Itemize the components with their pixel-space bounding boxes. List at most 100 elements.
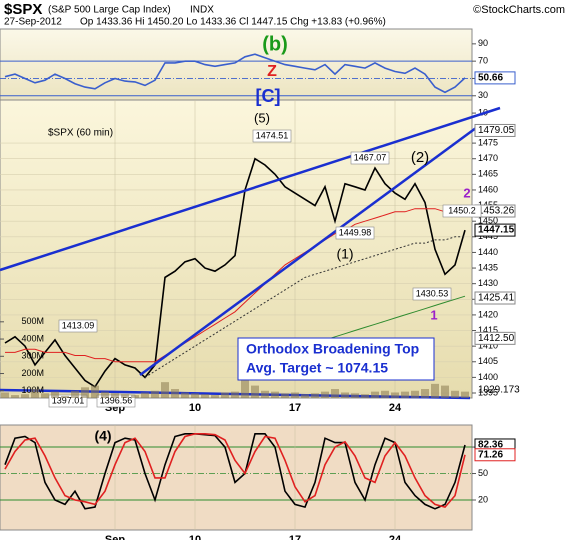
- annotation: 1397.01: [52, 395, 85, 405]
- value-tag: [474, 71, 516, 85]
- series-line: [4, 157, 466, 388]
- volume-bar: [371, 391, 379, 398]
- volume-bar: [401, 391, 409, 398]
- date: 27-Sep-2012: [4, 17, 62, 28]
- x-tick-label: Sep: [105, 534, 125, 540]
- price-tag: [474, 123, 516, 137]
- volume-tick-label: 500M: [21, 316, 44, 326]
- volume-bar: [381, 390, 389, 398]
- volume-bar: [261, 390, 269, 398]
- volume-bar: [21, 394, 29, 398]
- volume-bar: [221, 392, 229, 398]
- quote: Op 1433.36 Hi 1450.20 Lo 1433.36 Cl 1447…: [80, 17, 386, 28]
- y-tick-label: 20: [478, 494, 488, 504]
- volume-bar: [361, 394, 369, 398]
- annotation: 1449.98: [339, 227, 372, 237]
- y-tick-label: 1400: [478, 372, 498, 382]
- volume-bar: [81, 387, 89, 398]
- volume-bar: [61, 395, 69, 398]
- price-tag-label: 1479.05: [478, 125, 515, 136]
- x-tick-label: 10: [189, 402, 201, 414]
- annotation-box: [350, 151, 390, 165]
- volume-bar: [301, 394, 309, 398]
- trendline: [139, 123, 481, 377]
- volume-bar: [1, 392, 9, 398]
- symbol: $SPX: [4, 1, 42, 18]
- annotation: Z: [267, 63, 277, 80]
- series-line: [4, 433, 466, 509]
- volume-bar: [421, 389, 429, 398]
- y-tick-label: 1435: [478, 262, 498, 272]
- volume-bar: [281, 393, 289, 398]
- volume-bar: [111, 393, 119, 398]
- x-tick-label: 10: [189, 534, 201, 540]
- volume-bar: [321, 391, 329, 398]
- volume-bar: [231, 391, 239, 398]
- annotation: 1413.09: [62, 320, 95, 330]
- volume-bar: [41, 393, 49, 398]
- annotation: (1): [336, 246, 353, 262]
- volume-bar: [341, 392, 349, 398]
- volume-bar: [51, 391, 59, 398]
- price-tag-label: 1412.50: [478, 333, 515, 344]
- volume-bar: [411, 390, 419, 398]
- annotation: 1: [430, 307, 437, 322]
- volume-bar: [71, 390, 79, 398]
- volume-bar: [131, 395, 139, 398]
- value-tag-label: 50.66: [478, 73, 503, 84]
- volume-bar: [241, 380, 249, 398]
- y-tick-label: 1430: [478, 278, 498, 288]
- annotation: (b): [262, 33, 288, 55]
- volume-bar: [291, 392, 299, 398]
- y-tick-label: 50: [478, 468, 488, 478]
- volume-bar: [161, 382, 169, 398]
- annotation-box: [58, 319, 98, 333]
- x-tick-label: 17: [289, 534, 301, 540]
- offscale-label: 1029.173: [478, 385, 520, 396]
- value-tag: [474, 223, 516, 237]
- price-tag-label: 1453.26: [478, 206, 515, 217]
- credit: ©StockCharts.com: [473, 4, 565, 16]
- annotation: 2: [463, 185, 470, 200]
- annotation: 1450.2: [448, 205, 476, 215]
- y-tick-label: 1420: [478, 309, 498, 319]
- value-tag-label: 1447.15: [478, 225, 515, 236]
- stoch-panel: [0, 424, 473, 531]
- y-tick-label: 1465: [478, 169, 498, 179]
- volume-bar: [331, 389, 339, 398]
- trendline: [0, 106, 501, 272]
- y-tick-label: 1405: [478, 356, 498, 366]
- volume-tick-label: 200M: [21, 368, 44, 378]
- wave-label: (4): [94, 428, 111, 444]
- annotation-box: [442, 204, 482, 218]
- y-tick-label: 1475: [478, 137, 498, 147]
- x-tick-label: 17: [289, 402, 301, 414]
- y-tick-label: 1415: [478, 325, 498, 335]
- price-tag: [474, 331, 516, 345]
- series-line: [144, 236, 465, 378]
- y-tick-label: 1470: [478, 153, 498, 163]
- volume-bar: [141, 392, 149, 398]
- panel-title: $SPX (60 min): [48, 128, 113, 139]
- annotation: [C]: [256, 86, 281, 106]
- volume-bar: [11, 395, 19, 398]
- y-tick-label: 1440: [478, 247, 498, 257]
- volume-tick-label: 400M: [21, 333, 44, 343]
- price-tag-label: 1425.41: [478, 293, 515, 304]
- target-text: Orthodox Broadening Top: [246, 341, 419, 357]
- value-tag: [474, 448, 516, 462]
- x-tick-label: 24: [389, 534, 402, 540]
- target-box: [237, 337, 435, 381]
- annotation: (2): [411, 149, 429, 166]
- value-tag-label: 71.26: [478, 449, 503, 460]
- annotation: (5): [254, 110, 270, 125]
- target-text: Avg. Target ~ 1074.15: [246, 360, 388, 376]
- volume-bar: [181, 392, 189, 398]
- volume-bar: [201, 394, 209, 398]
- volume-bar: [251, 385, 259, 398]
- volume-bar: [31, 389, 39, 398]
- volume-bar: [451, 390, 459, 398]
- annotation-box: [335, 226, 375, 240]
- rsi-panel: [0, 28, 473, 101]
